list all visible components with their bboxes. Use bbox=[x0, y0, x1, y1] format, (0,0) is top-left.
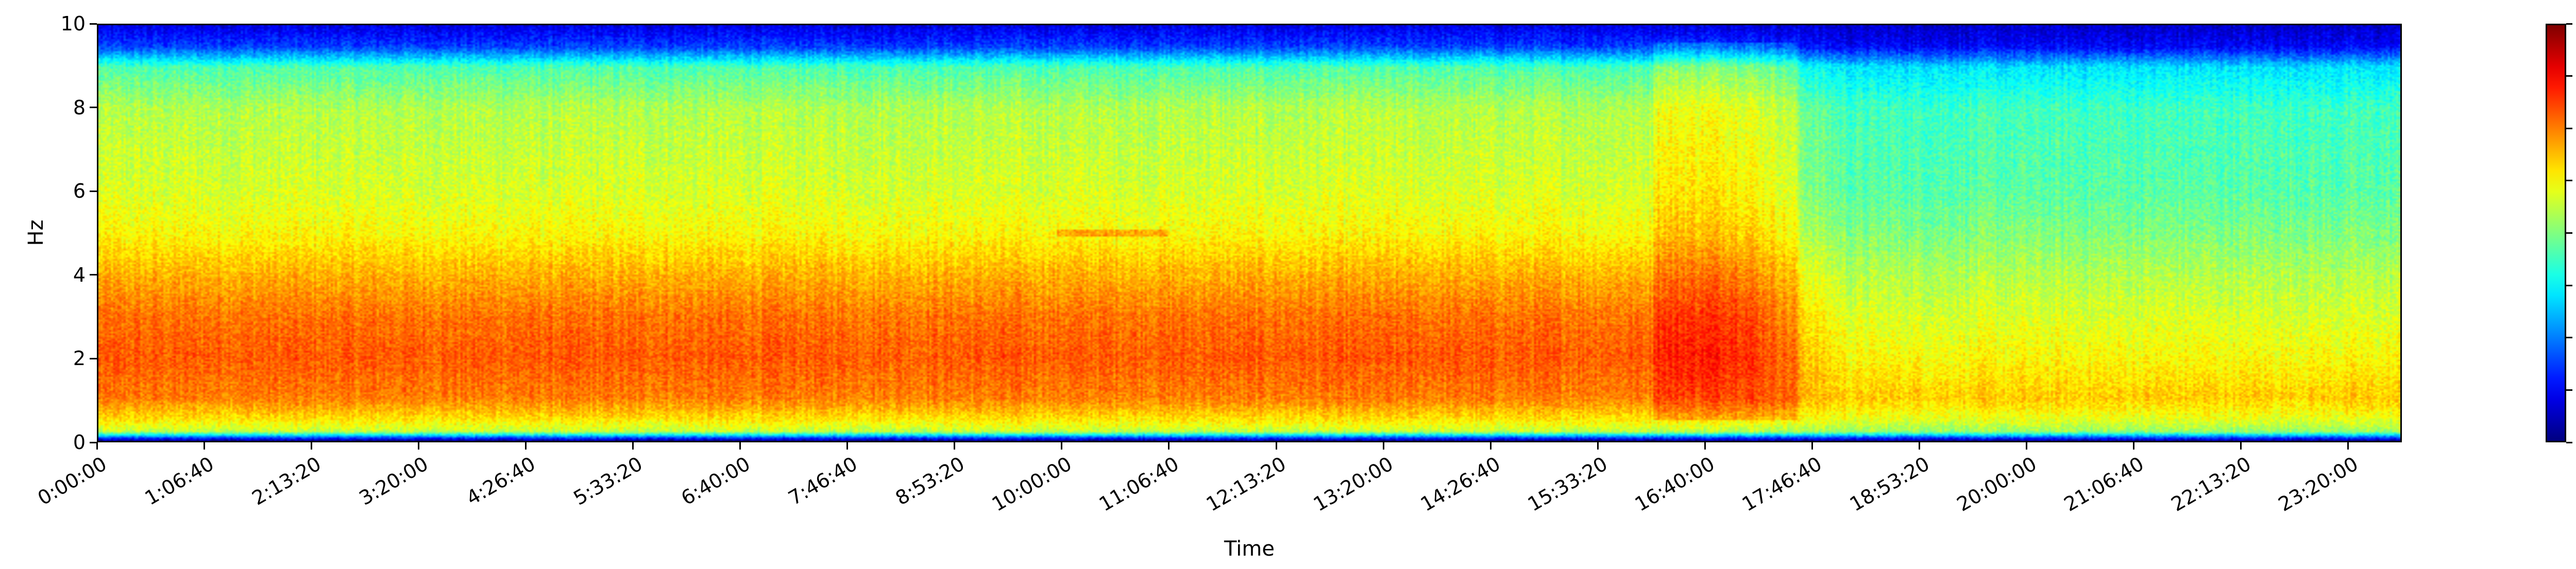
y-tick-label: 8 bbox=[73, 96, 86, 119]
colorbar-tick-mark bbox=[2566, 284, 2572, 286]
y-tick-label: 10 bbox=[60, 12, 86, 35]
x-tick-label: 12:13:20 bbox=[1202, 452, 1290, 516]
y-tick-mark bbox=[90, 441, 97, 443]
colorbar-tick-mark bbox=[2566, 441, 2572, 443]
x-tick-label: 0:00:00 bbox=[33, 452, 111, 510]
x-tick-mark bbox=[2133, 442, 2135, 450]
x-tick-label: 20:00:00 bbox=[1953, 452, 2041, 516]
y-tick-mark bbox=[90, 107, 97, 109]
spectrogram-image bbox=[98, 25, 2400, 441]
x-tick-label: 21:06:40 bbox=[2060, 452, 2148, 516]
x-tick-label: 3:20:00 bbox=[355, 452, 432, 510]
x-tick-mark bbox=[2026, 442, 2028, 450]
x-tick-label: 6:40:00 bbox=[677, 452, 754, 510]
x-tick-label: 8:53:20 bbox=[891, 452, 969, 510]
colorbar-tick-mark bbox=[2566, 75, 2572, 77]
x-tick-label: 2:13:20 bbox=[248, 452, 325, 510]
x-tick-label: 23:20:00 bbox=[2274, 452, 2362, 516]
colorbar-tick-mark bbox=[2566, 180, 2572, 182]
x-tick-mark bbox=[310, 442, 312, 450]
x-tick-mark bbox=[2347, 442, 2349, 450]
x-tick-mark bbox=[203, 442, 205, 450]
x-tick-label: 16:40:00 bbox=[1631, 452, 1719, 516]
y-tick-mark bbox=[90, 190, 97, 192]
y-axis-label: Hz bbox=[24, 219, 48, 246]
x-tick-label: 11:06:40 bbox=[1095, 452, 1183, 516]
x-tick-mark bbox=[632, 442, 634, 450]
x-tick-mark bbox=[1489, 442, 1492, 450]
colorbar-tick-mark bbox=[2566, 23, 2572, 25]
y-tick-label: 4 bbox=[73, 263, 86, 286]
colorbar bbox=[2546, 24, 2566, 442]
x-tick-label: 22:13:20 bbox=[2167, 452, 2255, 516]
x-axis-label: Time bbox=[1224, 537, 1275, 561]
y-tick-mark bbox=[90, 274, 97, 276]
x-tick-label: 5:33:20 bbox=[570, 452, 647, 510]
y-tick-label: 6 bbox=[73, 180, 86, 203]
x-tick-mark bbox=[739, 442, 741, 450]
x-tick-label: 4:26:40 bbox=[462, 452, 539, 510]
x-tick-label: 10:00:00 bbox=[988, 452, 1076, 516]
y-tick-label: 2 bbox=[73, 347, 86, 370]
colorbar-tick-mark bbox=[2566, 337, 2572, 339]
colorbar-tick-mark bbox=[2566, 127, 2572, 129]
y-tick-label: 0 bbox=[73, 431, 86, 454]
x-tick-mark bbox=[846, 442, 849, 450]
x-tick-label: 1:06:40 bbox=[141, 452, 218, 510]
y-tick-mark bbox=[90, 357, 97, 359]
x-tick-mark bbox=[1382, 442, 1384, 450]
y-tick-mark bbox=[90, 23, 97, 25]
x-tick-mark bbox=[524, 442, 527, 450]
x-tick-label: 13:20:00 bbox=[1309, 452, 1397, 516]
colorbar-tick-mark bbox=[2566, 232, 2572, 234]
x-tick-mark bbox=[1168, 442, 1170, 450]
x-tick-mark bbox=[1919, 442, 1921, 450]
x-tick-label: 15:33:20 bbox=[1523, 452, 1612, 516]
x-tick-mark bbox=[2240, 442, 2242, 450]
x-tick-label: 7:46:40 bbox=[784, 452, 861, 510]
x-tick-label: 18:53:20 bbox=[1845, 452, 1934, 516]
x-tick-mark bbox=[954, 442, 956, 450]
x-tick-mark bbox=[1061, 442, 1063, 450]
colorbar-tick-mark bbox=[2566, 389, 2572, 391]
x-tick-mark bbox=[1811, 442, 1813, 450]
x-tick-label: 17:46:40 bbox=[1738, 452, 1826, 516]
x-tick-mark bbox=[1704, 442, 1706, 450]
x-tick-mark bbox=[1597, 442, 1599, 450]
x-tick-mark bbox=[1275, 442, 1277, 450]
x-tick-mark bbox=[96, 442, 98, 450]
x-tick-mark bbox=[417, 442, 419, 450]
spectrogram-plot bbox=[97, 24, 2402, 442]
x-tick-label: 14:26:40 bbox=[1416, 452, 1504, 516]
